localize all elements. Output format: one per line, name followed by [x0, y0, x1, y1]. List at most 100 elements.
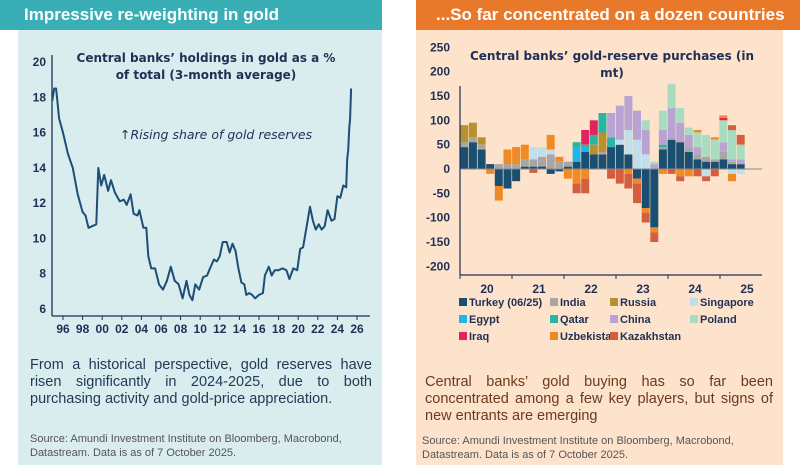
left-source: Source: Amundi Investment Institute on B…: [30, 433, 342, 459]
bar-segment-uzbekistan: [641, 208, 650, 213]
bar-segment-uzbekistan: [563, 169, 572, 179]
legend-label: Egypt: [469, 314, 500, 326]
bar-segment-india: [503, 164, 512, 169]
bar-segment-uzbekistan: [624, 169, 633, 174]
left-panel-header: Impressive re-weighting in gold: [0, 0, 382, 30]
y-tick-label: -150: [426, 235, 450, 249]
bar-segment-india: [667, 137, 676, 140]
y-tick-label: 16: [33, 126, 47, 140]
legend-label: India: [560, 297, 587, 309]
bar-segment-uzbekistan: [503, 149, 512, 165]
bar-segment-iraq: [581, 130, 590, 145]
right-body-text: Central banks’ gold buying has so far be…: [425, 374, 773, 424]
bar-segment-turkey: [607, 147, 616, 169]
bar-segment-turkey: [468, 142, 477, 169]
x-tick-label: 96: [56, 322, 70, 336]
bar-segment-uzbekistan: [581, 169, 590, 179]
bar-segment-china: [624, 96, 633, 131]
bar-segment-india: [684, 147, 693, 152]
legend-swatch-qatar: [550, 315, 558, 323]
line-chart-title-1: Central banks’ holdings in gold as a %: [77, 51, 336, 65]
bar-segment-china: [641, 130, 650, 155]
bar-segment-turkey: [658, 149, 667, 169]
bar-segment-singapore: [546, 149, 555, 155]
bar-segment-turkey: [546, 169, 555, 174]
bar-segment-china: [658, 130, 667, 145]
bar-segment-turkey: [633, 169, 641, 179]
legend-swatch-china: [610, 315, 618, 323]
bar-segment-russia: [460, 125, 469, 143]
line-chart-title-2: of total (3-month average): [116, 68, 297, 82]
y-tick-label: 12: [33, 196, 47, 210]
bar-segment-singapore: [736, 169, 745, 174]
bar-segment-turkey: [736, 164, 745, 169]
x-tick-label: 08: [174, 322, 188, 336]
legend-swatch-iraq: [459, 332, 467, 340]
bar-segment-uzbekistan: [693, 130, 702, 133]
bar-segment-poland: [719, 120, 728, 143]
bar-segment-turkey: [538, 166, 546, 169]
x-tick-label: 02: [115, 322, 129, 336]
y-tick-label: -200: [426, 259, 450, 273]
y-tick-label: 0: [443, 162, 450, 176]
bar-segment-kazakhstan: [736, 134, 745, 145]
bar-segment-india: [719, 152, 728, 160]
bar-segment-india: [477, 144, 486, 150]
bar-segment-egypt: [572, 147, 581, 162]
y-tick-label: 100: [430, 113, 450, 127]
bar-segment-kazakhstan: [667, 169, 676, 174]
x-tick-label: 24: [331, 322, 345, 336]
bar-segment-turkey: [624, 154, 633, 169]
bar-segment-turkey: [598, 154, 607, 169]
bar-chart-title-2: mt): [600, 66, 624, 80]
legend-swatch-kazakhstan: [610, 332, 618, 340]
right-panel-header: ...So far concentrated on a dozen countr…: [416, 0, 800, 30]
legend-label: Russia: [620, 297, 657, 309]
bar-segment-india: [520, 159, 529, 167]
legend-label: Qatar: [560, 314, 589, 326]
bar-segment-kazakhstan: [641, 212, 650, 223]
bar-segment-poland: [650, 161, 659, 165]
y-tick-label: -100: [426, 211, 450, 225]
legend-swatch-india: [550, 298, 558, 306]
bar-segment-russia: [598, 132, 607, 152]
y-tick-label: 8: [39, 267, 46, 281]
bar-segment-singapore: [633, 139, 641, 169]
bar-segment-turkey: [650, 169, 659, 228]
bar-segment-india: [658, 147, 667, 150]
bar-segment-poland: [693, 132, 702, 148]
bar-segment-poland: [658, 110, 667, 131]
bar-segment-singapore: [641, 154, 650, 169]
bar-segment-turkey: [520, 166, 529, 169]
bar-segment-china: [650, 164, 659, 169]
bar-segment-uzbekistan: [520, 144, 529, 160]
bar-segment-qatar: [572, 142, 581, 148]
bar-segment-kazakhstan: [607, 169, 616, 179]
legend-label: Singapore: [700, 297, 754, 309]
bar-segment-poland: [710, 139, 719, 160]
y-tick-label: 10: [33, 231, 47, 245]
bar-segment-kazakhstan: [728, 125, 736, 131]
bar-segment-qatar: [589, 134, 598, 145]
bar-segment-turkey: [719, 159, 728, 169]
bar-segment-india: [460, 142, 469, 148]
x-tick-label: 20: [292, 322, 306, 336]
bar-segment-india: [710, 159, 719, 162]
bar-segment-turkey: [572, 161, 581, 169]
y-tick-label: 14: [33, 161, 47, 175]
bar-chart-title-1: Central banks’ gold-reserve purchases (i…: [470, 49, 754, 63]
y-tick-label: 6: [39, 302, 46, 316]
bar-segment-poland: [736, 144, 745, 160]
bar-segment-india: [494, 164, 503, 169]
y-tick-label: 50: [437, 138, 451, 152]
bar-segment-kazakhstan: [615, 169, 624, 184]
x-tick-label: 22: [584, 282, 598, 296]
bar-segment-uzbekistan: [546, 134, 555, 150]
bar-segment-india: [563, 161, 572, 167]
x-tick-label: 06: [154, 322, 168, 336]
bar-segment-india: [555, 161, 564, 169]
x-tick-label: 16: [252, 322, 266, 336]
x-tick-label: 00: [96, 322, 110, 336]
bar-segment-kazakhstan: [693, 169, 702, 177]
